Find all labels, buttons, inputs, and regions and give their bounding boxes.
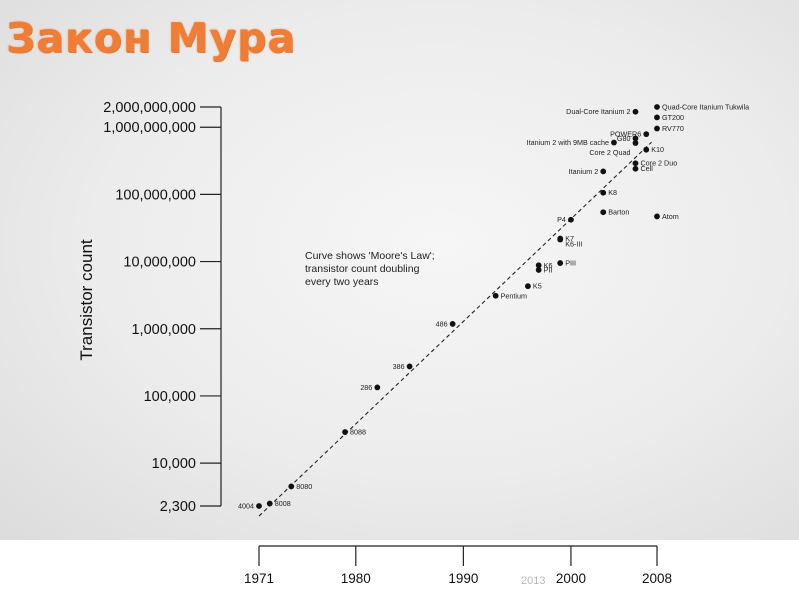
y-tick-label: 1,000,000 <box>131 322 196 338</box>
data-point-label: PII <box>544 265 553 274</box>
data-point-label: K7 <box>565 234 574 243</box>
y-tick-label: 2,300 <box>160 499 196 515</box>
data-point <box>266 500 273 507</box>
data-point-label: Core 2 Quad <box>589 148 630 157</box>
annotation-line: every two years <box>305 276 379 288</box>
data-point <box>654 213 660 220</box>
data-point <box>568 216 574 223</box>
data-point-label: Quad-Core Itanium Tukwila <box>662 103 749 112</box>
moores-law-annotation: Curve shows 'Moore's Law'; transistor cou… <box>305 250 435 288</box>
data-point <box>449 321 456 327</box>
data-point-label: K10 <box>651 145 664 154</box>
data-point <box>643 131 650 138</box>
data-point <box>557 236 564 243</box>
data-point-label: 8008 <box>275 499 291 508</box>
data-point-label: P4 <box>557 215 566 224</box>
data-point-label: K5 <box>533 282 542 291</box>
data-point-label: PIII <box>565 259 576 268</box>
data-point-label: 4004 <box>238 502 254 511</box>
data-point <box>600 168 607 175</box>
annotation-line: transistor count doubling <box>305 263 420 275</box>
data-point-label: K8 <box>608 188 617 197</box>
data-point-label: GT200 <box>662 113 684 122</box>
data-point-label: RV770 <box>662 124 684 133</box>
data-point <box>632 135 639 142</box>
data-point <box>535 262 542 269</box>
y-tick-label: 2,000,000,000 <box>103 100 196 116</box>
data-point <box>600 209 607 216</box>
data-point <box>654 114 660 121</box>
data-point <box>632 140 639 146</box>
data-point-label: G80 <box>617 134 631 143</box>
slide-background <box>0 0 799 540</box>
moores-law-trend-line <box>258 141 653 517</box>
data-point-label: K6 <box>544 261 553 270</box>
data-point <box>557 260 564 266</box>
data-point-label: K6-III <box>565 240 582 249</box>
data-point-label: Pentium <box>501 291 527 300</box>
watermark-year: 2013 <box>521 575 546 587</box>
data-point-label: 486 <box>436 319 448 328</box>
data-point <box>406 363 413 370</box>
y-tick-label: 10,000 <box>152 456 196 472</box>
data-point-label: Dual-Core Itanium 2 <box>566 107 630 116</box>
y-tick-label: 10,000,000 <box>123 255 196 271</box>
data-point-label: 8080 <box>296 482 312 491</box>
data-point <box>654 104 660 110</box>
data-point <box>632 108 639 115</box>
y-tick-label: 100,000 <box>144 389 196 405</box>
y-axis-label: Transistor count <box>77 239 96 361</box>
data-point-label: POWER6 <box>610 130 641 139</box>
data-point-label: Itanium 2 with 9MB cache <box>527 138 609 147</box>
data-point <box>342 429 348 435</box>
data-point-label: Cell <box>640 164 653 173</box>
x-tick-label: 1980 <box>341 571 371 586</box>
data-point-label: Core 2 Duo <box>640 159 677 168</box>
data-point <box>600 189 607 196</box>
data-point-label: Atom <box>662 212 679 221</box>
data-point <box>525 283 531 290</box>
y-tick-label: 1,000,000,000 <box>103 120 196 136</box>
data-point <box>256 503 262 509</box>
x-tick-label: 1990 <box>448 571 478 586</box>
data-point-label: 386 <box>393 362 405 371</box>
data-point <box>535 267 542 273</box>
x-tick-label: 2000 <box>556 571 586 586</box>
y-tick-label: 100,000,000 <box>115 187 196 203</box>
y-tick-group: 2,000,000,000 1,000,000,000 100,000,000 10,… <box>103 100 221 515</box>
slide-title: Закон Мура <box>6 14 296 62</box>
data-point-label: 286 <box>360 383 372 392</box>
annotation-line: Curve shows 'Moore's Law'; <box>305 250 435 262</box>
x-tick-label: 2008 <box>642 571 672 586</box>
data-point-label: Itanium 2 <box>569 167 599 176</box>
data-point-label: 8088 <box>350 428 366 437</box>
data-point <box>288 483 295 490</box>
data-point-label: Barton <box>608 208 629 217</box>
data-point <box>632 160 639 167</box>
data-point <box>492 292 499 299</box>
data-point <box>654 125 660 132</box>
data-point <box>643 146 650 153</box>
data-point <box>374 384 381 391</box>
x-tick-label: 1971 <box>244 571 274 586</box>
x-tick-group: 1971 1980 1990 2000 2008 <box>244 546 672 586</box>
data-point <box>632 165 639 172</box>
data-point <box>611 139 617 146</box>
